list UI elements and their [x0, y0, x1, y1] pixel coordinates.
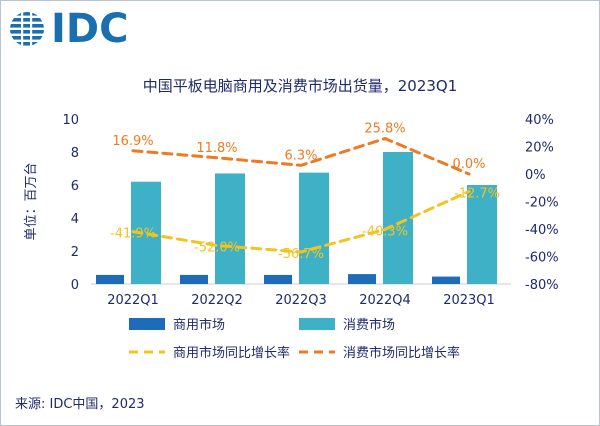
chart-title: 中国平板电脑商用及消费市场出货量，2023Q1 [143, 77, 458, 95]
x-tick-label: 2022Q1 [107, 293, 159, 308]
y2-tick-label: -40% [525, 223, 559, 238]
y-tick-label: 6 [71, 179, 79, 194]
data-label: -40.3% [362, 224, 408, 239]
data-label: -52.0% [194, 241, 240, 256]
data-label: 11.8% [196, 141, 237, 156]
x-tick-label: 2022Q4 [359, 293, 411, 308]
x-tick-label: 2023Q1 [443, 293, 495, 308]
y2-tick-label: 0% [525, 168, 546, 183]
legend-label: 商用市场同比增长率 [173, 345, 290, 361]
line-consumer-yoy [131, 136, 471, 176]
data-label: 6.3% [284, 148, 317, 163]
legend-label: 消费市场同比增长率 [343, 345, 460, 361]
y-axis-label: 单位：百万台 [24, 162, 39, 240]
data-label: 16.9% [112, 134, 153, 149]
bar-consumer [299, 172, 329, 284]
data-label: 25.8% [364, 122, 405, 137]
source-note: 来源: IDC中国，2023 [15, 397, 145, 412]
legend-label: 消费市场 [343, 317, 395, 333]
bar-commercial [264, 274, 292, 284]
data-label: -12.7% [454, 186, 500, 201]
bar-consumer [215, 173, 245, 284]
y2-tick-label: -80% [525, 278, 559, 293]
y-tick-label: 2 [71, 245, 79, 260]
data-label: -56.7% [278, 247, 324, 262]
bar-commercial [180, 274, 208, 284]
globe-icon [10, 12, 44, 46]
bar-commercial [432, 276, 460, 284]
bar-commercial [96, 274, 124, 284]
legend-label: 商用市场 [173, 317, 225, 333]
y2-tick-label: 40% [525, 113, 554, 128]
bar-commercial [348, 274, 376, 284]
legend-swatch [129, 318, 165, 330]
y-tick-label: 10 [62, 113, 79, 128]
y-tick-label: 4 [71, 212, 79, 227]
bar-consumer [383, 152, 413, 284]
data-label: -41.9% [110, 227, 156, 242]
y-tick-label: 0 [71, 278, 79, 293]
y2-tick-label: 20% [525, 141, 554, 156]
data-label: 0.0% [452, 157, 485, 172]
line-commercial-yoy [131, 189, 471, 254]
legend-swatch [299, 318, 335, 330]
bar-consumer [467, 185, 497, 284]
y2-tick-label: -20% [525, 196, 559, 211]
chart-svg: 中国平板电脑商用及消费市场出货量，2023Q1 单位：百万台 0 2 4 6 8 10 4… [24, 77, 559, 361]
x-tick-label: 2022Q2 [191, 293, 243, 308]
x-tick-label: 2022Q3 [275, 293, 327, 308]
y2-tick-label: -60% [525, 251, 559, 266]
idc-logo: IDC [7, 6, 137, 53]
logo-text: IDC [51, 6, 129, 52]
y-tick-label: 8 [71, 146, 79, 161]
